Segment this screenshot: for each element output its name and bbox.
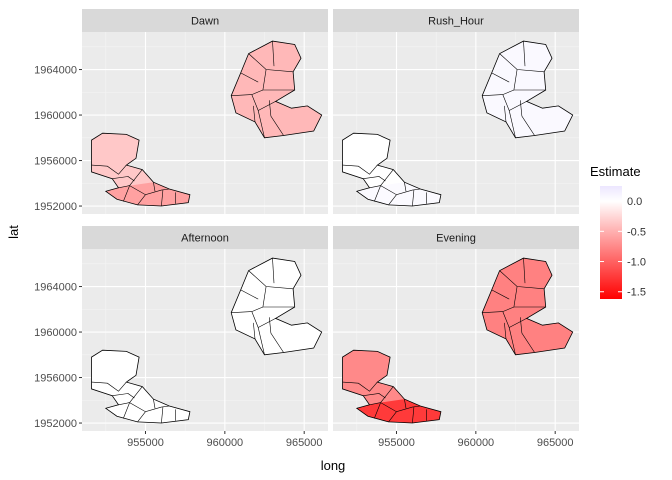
region-boundary: [404, 182, 407, 192]
region-boundary: [363, 176, 386, 182]
legend-break-label: -0.5: [627, 226, 646, 238]
region-boundary: [523, 41, 526, 67]
region-boundary: [374, 402, 381, 419]
facet-strip: [333, 9, 579, 32]
region-outline: [481, 257, 574, 356]
x-tick-label: 955000: [378, 437, 415, 449]
y-tick-label: 1952000: [34, 201, 77, 213]
facet-panel: Dawn: [82, 9, 328, 214]
y-tick-label: 1964000: [34, 282, 77, 294]
facet-strip-label: Afternoon: [181, 233, 229, 245]
region-outline: [481, 40, 574, 139]
legend-colorbar: [600, 186, 622, 299]
y-tick-label: 1960000: [34, 327, 77, 339]
facet-strip-label: Dawn: [191, 16, 219, 28]
region-boundary: [342, 381, 378, 392]
region-boundary: [123, 402, 130, 419]
region-boundary: [258, 318, 276, 328]
region-boundary: [161, 190, 164, 207]
region-boundary: [412, 407, 415, 424]
region-boundary: [137, 411, 146, 423]
y-axis-label: lat: [6, 225, 21, 239]
axes: 1952000 1956000 1960000 1964000 1952000 19560…: [6, 65, 574, 473]
region-boundary: [91, 381, 127, 392]
region-boundary: [520, 317, 535, 353]
region-boundary: [129, 402, 170, 413]
region-boundary: [269, 100, 284, 136]
region-boundary: [504, 322, 507, 339]
facet-panel: Evening: [333, 226, 579, 431]
region-boundary: [269, 317, 284, 353]
region-boundary: [153, 399, 156, 409]
region-boundary: [123, 185, 130, 202]
facet-panel: Rush_Hour: [333, 9, 579, 214]
region-boundary: [153, 182, 156, 192]
region-boundary: [91, 164, 127, 175]
facet-strip-label: Evening: [436, 233, 476, 245]
region-outline: [230, 257, 323, 356]
region-east: [231, 258, 322, 355]
facet-strip: [333, 226, 579, 249]
region-boundary: [523, 258, 526, 284]
facet-strip: [82, 226, 328, 249]
region-boundary: [363, 393, 386, 399]
region-boundary: [258, 101, 276, 111]
legend-break-label: -1.0: [627, 257, 646, 269]
region-boundary: [342, 164, 378, 175]
x-tick-label: 965000: [286, 437, 323, 449]
facet-strip-label: Rush_Hour: [428, 16, 484, 28]
region-boundary: [272, 41, 275, 67]
region-boundary: [388, 194, 397, 206]
region-boundary: [380, 185, 421, 196]
legend-break-label: 0.0: [627, 196, 642, 208]
region-boundary: [112, 393, 135, 399]
region-boundary: [240, 289, 259, 300]
x-tick-label: 960000: [457, 437, 494, 449]
region-boundary: [504, 105, 507, 122]
region-boundary: [412, 190, 415, 207]
legend-break-label: -1.5: [627, 287, 646, 299]
region-boundary: [491, 289, 510, 300]
y-tick-label: 1956000: [34, 373, 77, 385]
y-tick-label: 1960000: [34, 110, 77, 122]
facet-panels: Dawn Rush_Hour Afternoon Evening: [82, 9, 579, 431]
region-boundary: [509, 101, 527, 111]
y-tick-label: 1952000: [34, 418, 77, 430]
x-axis-label: long: [321, 458, 346, 473]
region-boundary: [272, 258, 275, 284]
region-boundary: [112, 176, 135, 182]
region-east: [231, 41, 322, 138]
region-boundary: [520, 100, 535, 136]
facet-panel: Afternoon: [82, 226, 328, 431]
region-boundary: [509, 318, 527, 328]
region-boundary: [253, 322, 256, 339]
region-boundary: [404, 399, 407, 409]
legend-title: Estimate: [590, 164, 641, 179]
region-boundary: [491, 72, 510, 83]
region-boundary: [161, 407, 164, 424]
region-boundary: [253, 105, 256, 122]
region-outline: [230, 40, 323, 139]
region-boundary: [129, 185, 170, 196]
y-tick-label: 1964000: [34, 65, 77, 77]
x-tick-label: 955000: [127, 437, 164, 449]
region-boundary: [380, 402, 421, 413]
region-boundary: [240, 72, 259, 83]
facet-strip: [82, 9, 328, 32]
region-east: [482, 258, 573, 355]
region-boundary: [374, 185, 381, 202]
x-tick-label: 960000: [206, 437, 243, 449]
y-tick-label: 1956000: [34, 156, 77, 168]
region-boundary: [388, 411, 397, 423]
legend: Estimate 0.0 -0.5 -1.0 -1.5: [590, 164, 646, 299]
region-east: [482, 41, 573, 138]
x-tick-label: 965000: [537, 437, 574, 449]
region-boundary: [137, 194, 146, 206]
